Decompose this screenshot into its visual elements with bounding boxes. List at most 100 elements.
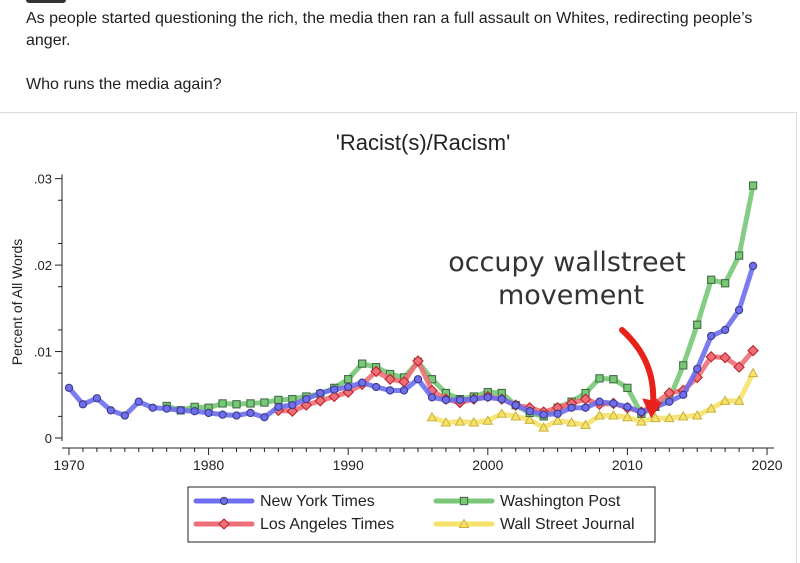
annotation: occupy wallstreet movement <box>448 247 686 419</box>
data-point <box>510 410 522 421</box>
series-wall-street-journal <box>426 367 759 432</box>
data-point <box>469 394 478 404</box>
data-point <box>636 416 647 426</box>
data-point <box>274 395 283 405</box>
y-axis-label: Percent of All Words <box>9 239 25 366</box>
data-point <box>371 382 381 392</box>
data-point <box>679 361 688 370</box>
data-point <box>580 419 591 430</box>
data-point <box>524 414 536 424</box>
data-point <box>581 403 590 412</box>
data-point <box>747 367 759 378</box>
data-point <box>314 395 327 407</box>
data-point <box>693 320 702 329</box>
y-tick-label: .02 <box>34 258 52 273</box>
data-point <box>705 403 717 413</box>
data-point <box>412 355 424 367</box>
x-tick-label: 2020 <box>751 457 782 473</box>
data-point <box>733 361 745 373</box>
data-point <box>316 388 325 398</box>
data-point <box>288 400 297 410</box>
data-point <box>595 374 604 383</box>
data-point <box>496 408 508 418</box>
data-point <box>679 390 688 399</box>
data-point <box>707 331 716 341</box>
data-point <box>609 375 618 384</box>
data-point <box>441 395 451 405</box>
series-new-york-times <box>64 261 758 422</box>
data-point <box>649 412 661 423</box>
data-point <box>427 393 437 402</box>
data-point <box>623 383 632 393</box>
data-point <box>734 251 744 260</box>
data-point <box>218 410 227 419</box>
annotation-text-line2: movement <box>498 280 644 311</box>
annotation-arrowhead <box>642 398 663 419</box>
y-tick-label: .01 <box>34 345 52 360</box>
post-line-1: As people started questioning the rich, … <box>26 10 753 49</box>
data-point <box>232 411 241 420</box>
legend-label: Washington Post <box>500 493 621 510</box>
data-point <box>595 397 604 406</box>
data-point <box>204 408 213 418</box>
x-tick-label: 2010 <box>612 457 643 473</box>
data-point <box>134 397 143 406</box>
data-point <box>330 385 339 394</box>
data-point <box>693 364 702 373</box>
legend-label: Wall Street Journal <box>500 516 635 533</box>
data-point <box>677 410 689 421</box>
annotation-arrow <box>619 327 657 406</box>
legend-entry: New York Times <box>193 493 375 510</box>
data-point <box>623 402 632 412</box>
data-point <box>497 394 506 404</box>
data-point <box>120 411 129 420</box>
data-point <box>274 402 283 412</box>
data-point <box>260 398 269 407</box>
data-point <box>399 386 409 395</box>
avatar-edge <box>26 0 66 3</box>
x-tick-label: 1980 <box>193 457 224 473</box>
data-point <box>385 386 395 395</box>
legend-label: Los Angeles Times <box>260 516 394 533</box>
data-point <box>567 403 576 412</box>
data-point <box>733 395 745 405</box>
data-point <box>358 378 367 387</box>
data-point <box>720 279 730 288</box>
annotation-text-line1: occupy wallstreet <box>448 247 686 278</box>
data-point <box>483 393 492 402</box>
data-point <box>344 382 353 392</box>
data-point <box>232 400 241 409</box>
data-point <box>358 359 367 368</box>
data-point <box>748 181 758 190</box>
legend: New York Times Los Angeles Times Washingto… <box>187 486 656 543</box>
data-point <box>720 325 730 335</box>
post-text: As people started questioning the rich, … <box>26 8 766 96</box>
legend-entry: Wall Street Journal <box>433 516 635 533</box>
data-point <box>286 405 299 417</box>
data-point <box>92 394 102 403</box>
data-point <box>218 399 227 408</box>
data-point <box>328 390 341 403</box>
data-point <box>468 416 480 427</box>
legend-label: New York Times <box>260 493 375 510</box>
legend-entry: Los Angeles Times <box>193 516 394 533</box>
data-point <box>525 407 534 416</box>
data-point <box>539 410 548 419</box>
x-tick-label: 2000 <box>472 457 503 473</box>
data-point <box>454 416 466 426</box>
data-point <box>260 413 269 422</box>
legend-swatch-marker <box>218 518 230 530</box>
data-point <box>426 411 438 422</box>
data-point <box>106 406 116 415</box>
data-point <box>552 415 563 425</box>
data-point <box>64 383 74 393</box>
data-point <box>538 422 550 432</box>
y-tick-label: 0 <box>45 431 52 446</box>
data-point <box>594 410 605 420</box>
data-point <box>190 407 199 416</box>
data-point <box>246 408 255 418</box>
data-point <box>511 400 520 410</box>
legend-swatch-marker <box>219 496 229 506</box>
data-point <box>246 399 255 408</box>
